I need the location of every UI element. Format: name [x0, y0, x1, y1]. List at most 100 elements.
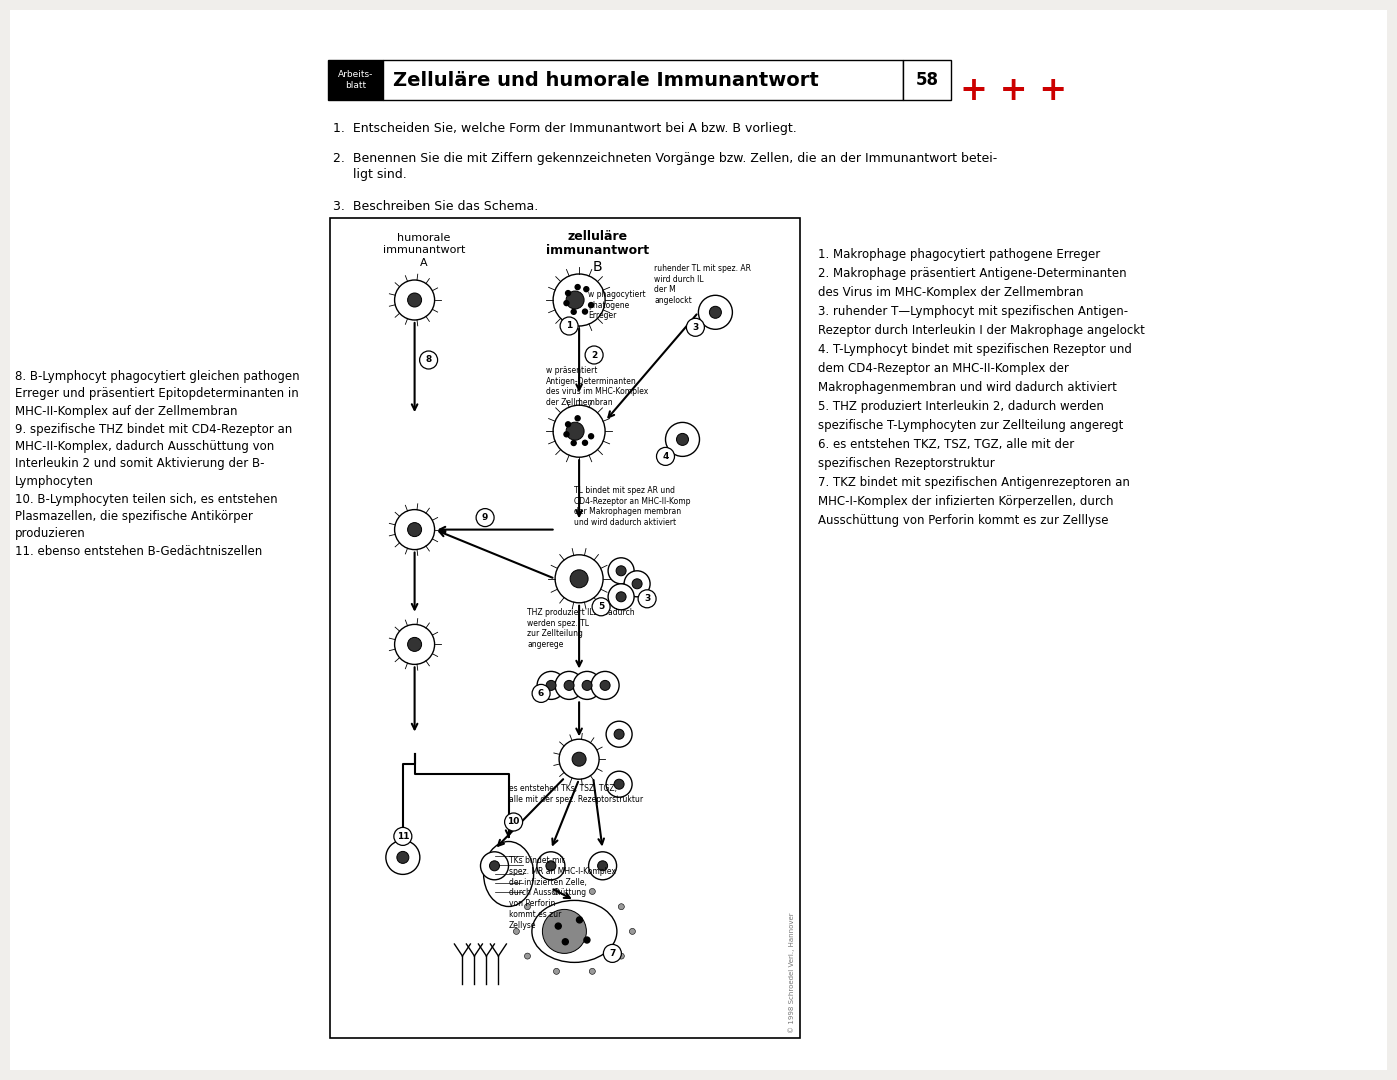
Circle shape: [686, 319, 704, 336]
Circle shape: [394, 827, 412, 846]
Circle shape: [710, 307, 721, 319]
Text: 10: 10: [507, 818, 520, 826]
Ellipse shape: [532, 901, 617, 962]
Circle shape: [577, 917, 583, 923]
Circle shape: [564, 300, 569, 306]
Circle shape: [564, 432, 569, 436]
Circle shape: [536, 852, 564, 880]
Text: 1. Makrophage phagocytiert pathogene Erreger
2. Makrophage präsentiert Antigene-: 1. Makrophage phagocytiert pathogene Err…: [819, 248, 1146, 527]
Text: zelluläre: zelluläre: [567, 230, 629, 243]
Circle shape: [616, 592, 626, 602]
Circle shape: [576, 285, 580, 289]
Text: Zelluläre und humorale Immunantwort: Zelluläre und humorale Immunantwort: [393, 70, 819, 90]
Circle shape: [601, 680, 610, 690]
Circle shape: [590, 969, 595, 974]
Circle shape: [576, 416, 580, 421]
Text: 3: 3: [693, 323, 698, 332]
Circle shape: [564, 680, 574, 690]
Circle shape: [584, 937, 590, 943]
Text: es entstehen TKs, TSZ, TGZ,
alle mit der spez. Rezeptorstruktur: es entstehen TKs, TSZ, TGZ, alle mit der…: [509, 784, 643, 804]
Circle shape: [504, 813, 522, 831]
Circle shape: [583, 441, 588, 445]
Circle shape: [489, 861, 500, 870]
Circle shape: [566, 291, 570, 296]
Text: Arbeits-
blatt: Arbeits- blatt: [338, 70, 373, 90]
Circle shape: [631, 579, 643, 589]
Circle shape: [619, 953, 624, 959]
Circle shape: [553, 274, 605, 326]
Circle shape: [573, 672, 601, 700]
Text: 7: 7: [609, 949, 616, 958]
Circle shape: [624, 571, 650, 597]
Text: ruhender TL mit spez. AR
wird durch IL
der M
angelockt: ruhender TL mit spez. AR wird durch IL d…: [654, 264, 752, 306]
Bar: [902, 60, 951, 100]
Circle shape: [524, 953, 531, 959]
Circle shape: [546, 861, 556, 870]
Bar: [330, 218, 800, 1038]
Circle shape: [542, 909, 587, 954]
Circle shape: [583, 680, 592, 690]
Circle shape: [546, 680, 556, 690]
Circle shape: [615, 729, 624, 739]
Circle shape: [630, 929, 636, 934]
Circle shape: [585, 346, 604, 364]
Circle shape: [408, 293, 422, 307]
Circle shape: [553, 969, 559, 974]
Text: 4: 4: [662, 451, 669, 461]
Circle shape: [638, 590, 657, 608]
Circle shape: [524, 904, 531, 909]
Circle shape: [536, 672, 566, 700]
Text: 1: 1: [566, 322, 573, 330]
Text: B: B: [594, 260, 602, 274]
Circle shape: [419, 351, 437, 369]
Circle shape: [397, 851, 409, 863]
Circle shape: [608, 557, 634, 584]
Circle shape: [598, 861, 608, 870]
Circle shape: [604, 944, 622, 962]
Circle shape: [566, 422, 570, 427]
Text: 3: 3: [644, 594, 650, 604]
Circle shape: [408, 523, 422, 537]
Text: 58: 58: [915, 71, 939, 89]
Bar: [383, 60, 902, 100]
Text: ligt sind.: ligt sind.: [332, 168, 407, 181]
Circle shape: [606, 721, 631, 747]
Text: 1.  Entscheiden Sie, welche Form der Immunantwort bei A bzw. B vorliegt.: 1. Entscheiden Sie, welche Form der Immu…: [332, 122, 796, 135]
Circle shape: [555, 672, 583, 700]
Circle shape: [571, 309, 576, 314]
Text: © 1998 Schroedel Verl., Hannover: © 1998 Schroedel Verl., Hannover: [788, 913, 795, 1032]
Circle shape: [588, 852, 616, 880]
Text: 11: 11: [397, 832, 409, 841]
Text: TL bindet mit spez AR und
CD4-Rezeptor an MHC-II-Komp
der Makrophagen membran
un: TL bindet mit spez AR und CD4-Rezeptor a…: [574, 486, 692, 527]
Text: 5: 5: [598, 603, 605, 611]
Text: humorale
immunantwort
A: humorale immunantwort A: [383, 233, 465, 268]
Ellipse shape: [483, 841, 534, 906]
Circle shape: [590, 889, 595, 894]
Circle shape: [657, 447, 675, 465]
Circle shape: [619, 904, 624, 909]
Circle shape: [555, 923, 562, 929]
Text: w phagocytiert
phatogene
Erreger: w phagocytiert phatogene Erreger: [588, 291, 647, 321]
Circle shape: [606, 771, 631, 797]
Circle shape: [566, 291, 584, 309]
Circle shape: [560, 318, 578, 335]
Bar: [328, 60, 383, 100]
Circle shape: [573, 752, 587, 766]
Circle shape: [408, 637, 422, 651]
Circle shape: [571, 441, 576, 446]
Circle shape: [570, 570, 588, 588]
Circle shape: [588, 434, 594, 438]
Circle shape: [591, 672, 619, 700]
Circle shape: [588, 302, 594, 308]
Text: immunantwort: immunantwort: [546, 244, 650, 257]
Circle shape: [553, 889, 559, 894]
Circle shape: [566, 422, 584, 441]
Text: 6: 6: [538, 689, 545, 698]
Circle shape: [563, 939, 569, 945]
Text: + + +: + + +: [960, 73, 1067, 107]
Circle shape: [476, 509, 495, 527]
Text: 2: 2: [591, 351, 598, 360]
Text: THZ produziert IL2, dadurch
werden spez. TL
zur Zellteilung
angerege: THZ produziert IL2, dadurch werden spez.…: [528, 608, 636, 649]
Circle shape: [559, 739, 599, 779]
Text: 3.  Beschreiben Sie das Schema.: 3. Beschreiben Sie das Schema.: [332, 200, 538, 213]
